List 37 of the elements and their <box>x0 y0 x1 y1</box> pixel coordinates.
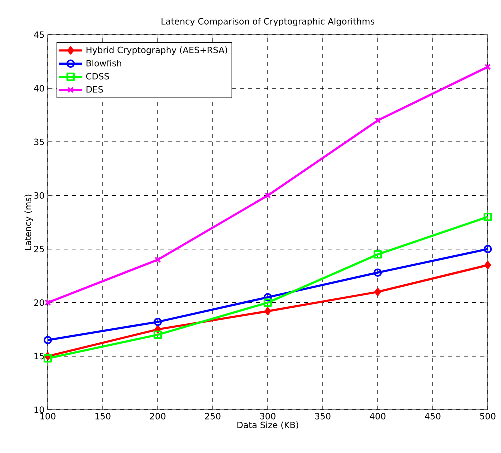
y-tick-label: 40 <box>34 85 44 92</box>
point <box>264 298 272 307</box>
x-axis-title: Data Size (KB) <box>238 422 298 430</box>
legend-label: DES <box>86 86 104 93</box>
point <box>154 256 162 264</box>
point <box>264 293 272 302</box>
point <box>484 261 492 270</box>
x-tick-label: 250 <box>205 413 221 420</box>
point <box>374 288 382 296</box>
point <box>374 118 382 124</box>
y-tick-label: 35 <box>34 138 44 146</box>
point <box>264 307 272 316</box>
x-tick-label: 200 <box>150 413 166 420</box>
point <box>264 192 272 199</box>
y-tick-label: 30 <box>34 192 44 199</box>
y-tick-label: 10 <box>34 406 44 414</box>
chart-title: Latency Comparison of Cryptographic Algorithms <box>162 18 375 27</box>
x-tick-label: 150 <box>96 413 111 420</box>
x-tick-label: 500 <box>480 413 496 420</box>
legend-label: CDSS <box>86 73 110 80</box>
point <box>374 268 382 277</box>
y-tick-label: 15 <box>34 353 44 360</box>
x-tick-label: 300 <box>260 413 276 420</box>
x-tick-label: 400 <box>370 413 386 420</box>
y-tick-label: 25 <box>34 246 44 253</box>
point <box>154 330 162 340</box>
x-tick-label: 100 <box>40 413 56 420</box>
legend-label: Blowfish <box>86 60 122 67</box>
y-tick-label: 45 <box>34 32 44 38</box>
point <box>154 318 162 326</box>
x-tick-label: 350 <box>315 413 331 420</box>
y-axis-title: Latency (ms) <box>24 194 34 250</box>
point <box>484 213 492 222</box>
point <box>374 250 382 259</box>
y-tick-label: 20 <box>34 300 44 306</box>
x-tick-label: 450 <box>425 413 441 420</box>
legend-label: Hybrid Cryptography (AES+RSA) <box>86 46 228 56</box>
